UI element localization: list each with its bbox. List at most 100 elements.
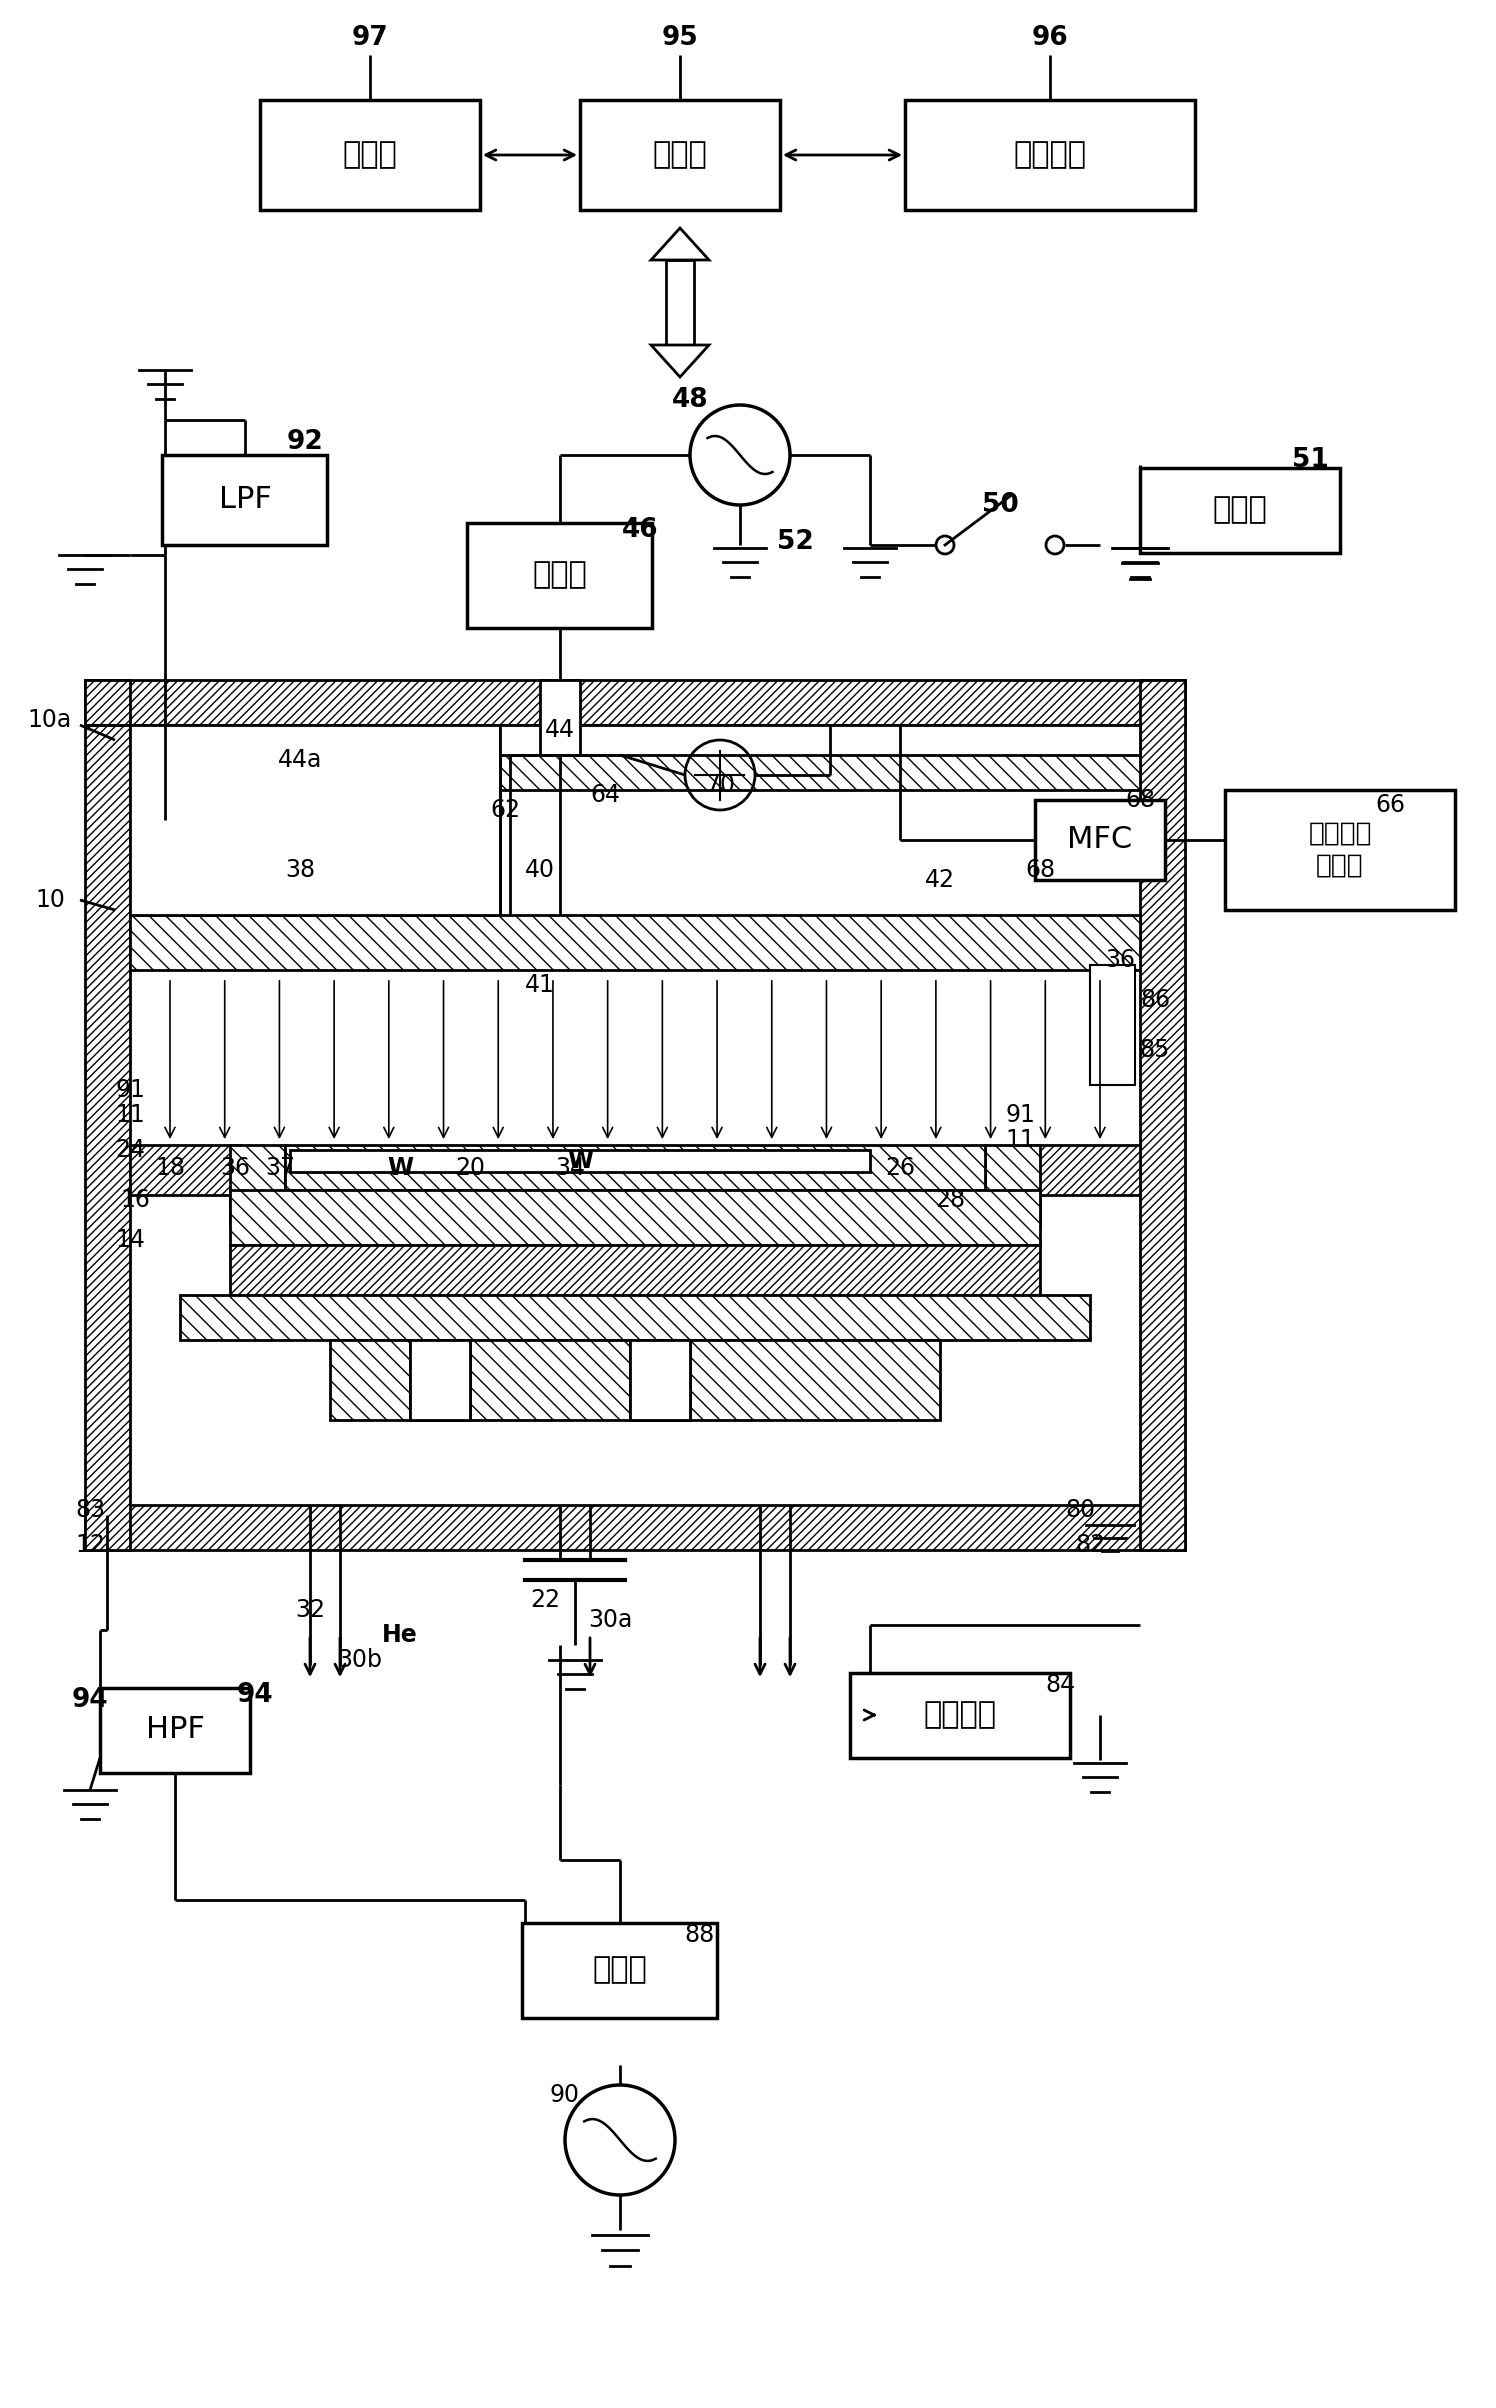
Text: 匹配器: 匹配器	[533, 561, 588, 590]
Bar	[1031, 1144, 1140, 1194]
Text: 86: 86	[1140, 987, 1170, 1011]
Text: MFC: MFC	[1067, 826, 1132, 855]
Bar	[1140, 467, 1340, 551]
Text: 22: 22	[530, 1587, 560, 1611]
Text: 10: 10	[34, 889, 64, 913]
Bar	[410, 1339, 470, 1421]
Bar	[850, 1674, 1070, 1758]
Text: 91: 91	[1005, 1103, 1035, 1127]
Text: 用户接口: 用户接口	[1013, 140, 1086, 169]
Bar	[85, 679, 130, 1551]
Text: 30b: 30b	[338, 1647, 383, 1671]
Bar	[580, 101, 779, 209]
Text: 50: 50	[981, 491, 1019, 518]
Bar	[230, 1245, 1040, 1296]
Bar	[500, 725, 1140, 790]
Bar	[180, 1296, 1091, 1339]
Text: 存储部: 存储部	[343, 140, 398, 169]
Text: 32: 32	[295, 1599, 325, 1623]
Bar	[410, 1339, 470, 1421]
Text: 38: 38	[284, 857, 316, 881]
Text: 88: 88	[685, 1924, 715, 1948]
Bar	[1091, 966, 1135, 1086]
Bar	[85, 679, 1185, 725]
Text: 37: 37	[265, 1156, 295, 1180]
Text: 62: 62	[491, 797, 521, 821]
Bar	[230, 1190, 1040, 1245]
Text: 26: 26	[886, 1156, 916, 1180]
Bar	[666, 260, 694, 344]
Text: W: W	[387, 1156, 413, 1180]
Text: W: W	[567, 1149, 592, 1173]
Text: 85: 85	[1140, 1038, 1170, 1062]
Text: He: He	[381, 1623, 417, 1647]
Text: 20: 20	[455, 1156, 485, 1180]
Polygon shape	[651, 344, 709, 378]
Text: 30a: 30a	[588, 1609, 633, 1633]
Bar	[905, 101, 1195, 209]
Text: 匹配器: 匹配器	[592, 1955, 648, 1984]
Text: 82: 82	[1076, 1534, 1106, 1558]
Text: 42: 42	[925, 867, 954, 891]
Bar	[1035, 799, 1165, 879]
Text: 51: 51	[1291, 448, 1328, 472]
Bar	[630, 1339, 690, 1421]
Text: 84: 84	[1044, 1674, 1076, 1698]
Text: 91: 91	[115, 1079, 145, 1103]
Text: 68: 68	[1125, 787, 1155, 811]
Text: 90: 90	[551, 2083, 580, 2107]
Text: HPF: HPF	[145, 1714, 205, 1743]
Bar	[286, 1144, 984, 1190]
Bar	[230, 1144, 286, 1226]
Text: 11: 11	[115, 1103, 145, 1127]
Text: 14: 14	[115, 1228, 145, 1252]
Bar	[130, 915, 1140, 970]
Bar	[163, 455, 328, 544]
Text: 排气装置: 排气装置	[923, 1700, 996, 1729]
Text: 40: 40	[525, 857, 555, 881]
Bar	[130, 1144, 239, 1194]
Circle shape	[936, 537, 954, 554]
Bar	[290, 1151, 871, 1173]
Text: 16: 16	[120, 1187, 150, 1211]
Text: 94: 94	[72, 1688, 108, 1712]
Text: 36: 36	[1106, 949, 1135, 973]
Bar	[500, 725, 1140, 756]
Text: 97: 97	[352, 24, 389, 51]
Text: 处理气体
供给源: 处理气体 供给源	[1308, 821, 1372, 879]
Text: 24: 24	[115, 1139, 145, 1163]
Bar	[1225, 790, 1456, 910]
Text: 70: 70	[705, 773, 735, 797]
Text: 64: 64	[589, 783, 619, 807]
Bar	[130, 725, 500, 915]
Text: 92: 92	[287, 429, 323, 455]
Text: 44: 44	[545, 718, 574, 742]
Text: 44a: 44a	[278, 749, 322, 773]
Text: 52: 52	[776, 530, 814, 554]
Bar	[100, 1688, 250, 1772]
Text: 11: 11	[1005, 1127, 1035, 1151]
Text: 控制部: 控制部	[652, 140, 708, 169]
Bar	[984, 1144, 1040, 1226]
Bar	[467, 523, 652, 628]
Text: 18: 18	[156, 1156, 186, 1180]
Text: 36: 36	[220, 1156, 250, 1180]
Bar	[540, 679, 580, 756]
Text: 95: 95	[661, 24, 699, 51]
Text: 控制器: 控制器	[1213, 496, 1267, 525]
Text: 12: 12	[75, 1534, 105, 1558]
Text: 46: 46	[622, 518, 658, 542]
Text: 96: 96	[1032, 24, 1068, 51]
Text: 10a: 10a	[28, 708, 72, 732]
Text: 48: 48	[672, 388, 708, 414]
Text: 94: 94	[236, 1683, 274, 1707]
Text: 41: 41	[525, 973, 555, 997]
Text: 66: 66	[1375, 792, 1405, 816]
Bar	[260, 101, 480, 209]
Text: 83: 83	[75, 1498, 105, 1522]
Text: LPF: LPF	[218, 486, 271, 515]
Bar	[85, 1505, 1185, 1551]
Text: 28: 28	[935, 1187, 965, 1211]
Text: 80: 80	[1065, 1498, 1095, 1522]
Bar	[522, 1922, 718, 2018]
